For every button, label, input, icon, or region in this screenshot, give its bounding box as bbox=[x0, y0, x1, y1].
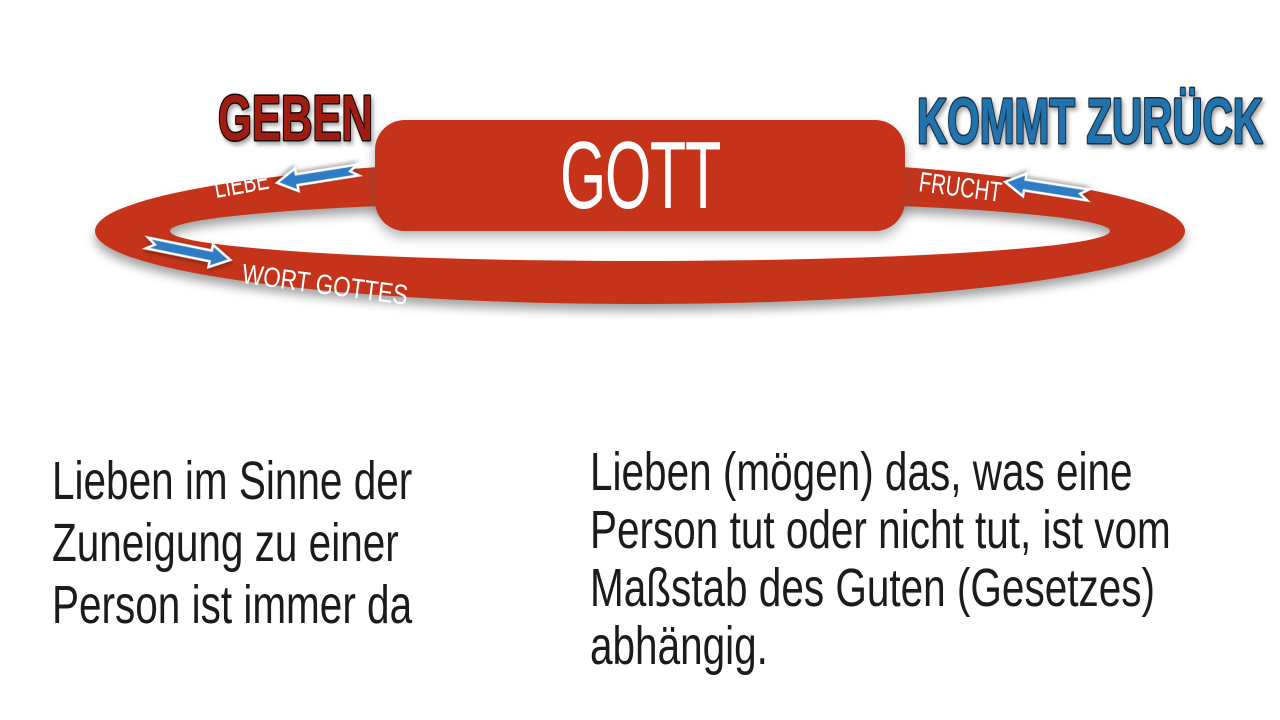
note-right-line-1: Lieben (mögen) das, was eine bbox=[590, 442, 1133, 502]
note-right-line-2: Person tut oder nicht tut, ist vom bbox=[590, 500, 1171, 560]
note-right-line-3: Maßstab des Guten (Gesetzes) bbox=[590, 558, 1155, 618]
frucht-arrow-left-icon bbox=[1002, 171, 1094, 203]
cycle-ring bbox=[95, 158, 1185, 304]
cycle-diagram: LIEBE WORT GOTTES FRUCHT GOTT GEBEN KOMM… bbox=[95, 80, 1265, 304]
note-right-line-4: abhängig. bbox=[590, 616, 768, 676]
wort-gottes-arrow-right-icon bbox=[141, 235, 233, 270]
gott-box bbox=[375, 120, 905, 231]
liebe-arrow-left-icon bbox=[274, 162, 364, 193]
note-right: Lieben (mögen) das, was eine Person tut … bbox=[590, 443, 1171, 675]
note-left-line-2: Zuneigung zu einer bbox=[52, 513, 399, 573]
note-left: Lieben im Sinne der Zuneigung zu einer P… bbox=[52, 450, 412, 636]
geben-heading: GEBEN bbox=[218, 82, 373, 154]
kommt-zurueck-heading: KOMMT ZURÜCK bbox=[917, 85, 1263, 157]
note-left-line-1: Lieben im Sinne der bbox=[52, 451, 413, 511]
gott-label: GOTT bbox=[560, 122, 720, 229]
note-left-line-3: Person ist immer da bbox=[52, 575, 413, 635]
